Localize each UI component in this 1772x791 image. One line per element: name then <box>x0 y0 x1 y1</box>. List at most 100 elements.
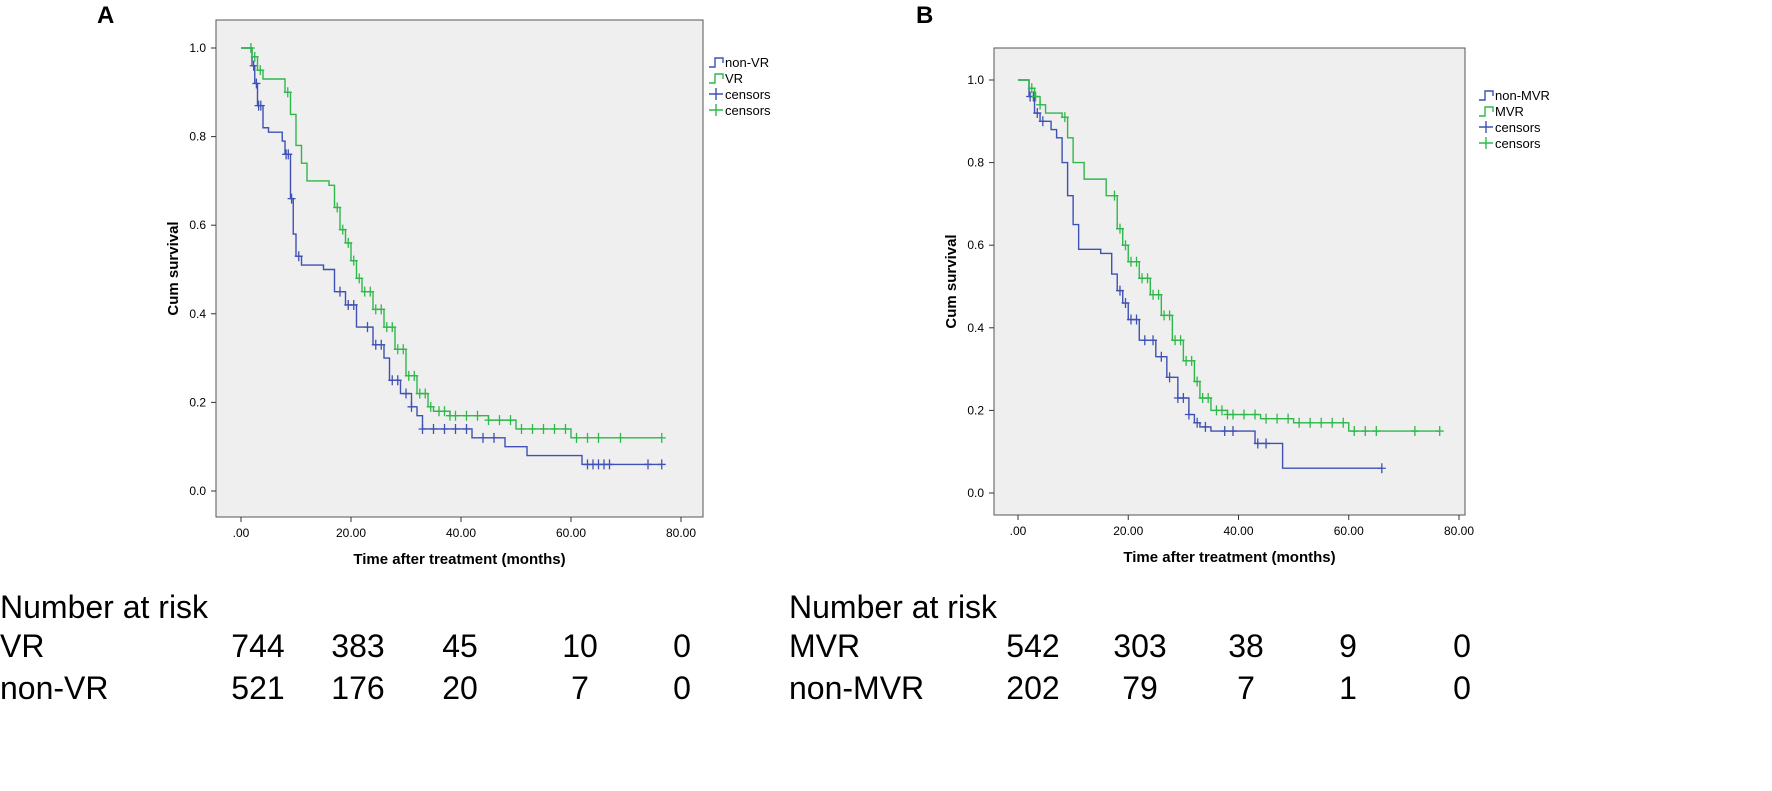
legend-censor-swatch <box>1479 121 1493 133</box>
censor-mark <box>1328 417 1337 428</box>
censor-mark <box>1140 335 1149 346</box>
censor-mark <box>283 87 292 98</box>
risk-value: 744 <box>231 628 285 664</box>
risk-value: 202 <box>1006 670 1060 706</box>
censor-group-vr <box>246 43 666 443</box>
risk-row-label: non-VR <box>0 670 109 706</box>
censor-mark <box>1038 116 1047 127</box>
censor-mark <box>246 43 255 53</box>
censor-mark <box>1033 108 1042 119</box>
y-tick-label: 0.0 <box>967 486 984 500</box>
censor-mark <box>355 273 364 284</box>
censor-mark <box>1154 289 1163 300</box>
plot-area <box>993 47 1466 516</box>
censor-mark <box>418 423 427 434</box>
censor-mark <box>1306 417 1315 428</box>
legend-line-swatch <box>1479 106 1494 117</box>
censor-mark <box>1176 335 1185 346</box>
panel-label: B <box>916 2 934 29</box>
x-tick-label: .00 <box>1010 524 1027 538</box>
censor-mark <box>644 459 652 470</box>
censor-group-mvr <box>1027 83 1444 437</box>
censor-mark <box>1204 393 1213 404</box>
censor-mark <box>349 255 358 266</box>
censor-mark <box>490 432 498 443</box>
censor-mark <box>1295 417 1304 428</box>
risk-value: 7 <box>1237 670 1255 706</box>
censor-group-non-vr <box>249 60 666 470</box>
censor-mark <box>1165 372 1174 383</box>
panel-label: A <box>97 2 115 29</box>
y-tick-label: 0.0 <box>189 484 206 498</box>
censor-mark <box>479 432 487 443</box>
censor-mark <box>252 78 261 89</box>
y-tick-label: 0.8 <box>967 156 984 170</box>
censor-mark <box>1284 413 1293 424</box>
risk-row-label: non-MVR <box>789 670 925 706</box>
plot-area <box>215 19 704 518</box>
x-tick-label: 80.00 <box>1444 524 1474 538</box>
y-tick-label: 1.0 <box>189 41 206 55</box>
legend-label: non-VR <box>725 55 769 70</box>
km-chart-b: 0.0 0.2 0.4 0.6 0.8 1.0 .00 20.00 40.00 60.00 80.0… <box>943 47 1550 566</box>
legend-label: censors <box>725 103 771 118</box>
legend-label: censors <box>725 87 771 102</box>
censor-mark <box>451 423 460 434</box>
censor-mark <box>1143 273 1152 284</box>
panel-a: A 0.0 0.2 0.4 0.6 0.8 1.0 .00 20.00 40.00 60.00 80… <box>0 0 880 791</box>
censor-mark <box>338 224 347 235</box>
censor-mark <box>1410 426 1419 437</box>
risk-value: 0 <box>1453 670 1471 706</box>
y-axis-title: Cum survival <box>943 234 960 328</box>
censor-mark <box>572 432 581 443</box>
censor-mark <box>399 344 408 355</box>
risk-row-label: VR <box>0 628 45 664</box>
x-tick-label: 20.00 <box>336 526 366 540</box>
x-tick-label: 60.00 <box>1334 524 1364 538</box>
censor-mark <box>440 423 449 434</box>
risk-value: 0 <box>673 670 691 706</box>
censor-mark <box>1273 413 1282 424</box>
censor-mark <box>344 237 353 248</box>
censor-mark <box>250 51 259 62</box>
legend-label: censors <box>1495 136 1541 151</box>
censor-mark <box>407 401 416 412</box>
y-tick-label: 0.2 <box>189 395 206 409</box>
risk-value: 0 <box>1453 628 1471 664</box>
risk-value: 20 <box>442 670 478 706</box>
risk-value: 521 <box>231 670 285 706</box>
censor-mark <box>256 100 265 111</box>
risk-table-b: Number at risk MVR non-MVR 542 303 38 9 … <box>789 585 1772 791</box>
censor-mark <box>366 286 375 297</box>
censor-mark <box>1187 355 1196 366</box>
censor-mark <box>495 415 504 426</box>
censor-mark <box>402 388 410 399</box>
censor-mark <box>1193 376 1202 387</box>
censor-mark <box>657 432 666 443</box>
legend-censor-swatch <box>709 104 723 116</box>
censor-mark <box>429 423 438 434</box>
risk-value: 10 <box>562 628 598 664</box>
censor-mark <box>1228 409 1237 420</box>
censor-mark <box>473 410 482 421</box>
censor-mark <box>616 432 625 443</box>
risk-row-label: MVR <box>789 628 861 664</box>
risk-value: 176 <box>331 670 385 706</box>
censor-mark <box>605 459 614 470</box>
risk-value: 38 <box>1228 628 1264 664</box>
legend-label: MVR <box>1495 104 1524 119</box>
x-tick-label: 80.00 <box>666 526 696 540</box>
panel-b: B 0.0 0.2 0.4 0.6 0.8 1.0 .00 20.00 40.00 60.00 80… <box>789 0 1772 791</box>
censor-mark <box>506 415 515 426</box>
censor-mark <box>462 423 471 434</box>
legend-line-swatch <box>709 57 724 68</box>
km-chart-a: 0.0 0.2 0.4 0.6 0.8 1.0 .00 20.00 40.00 60.00 80.0… <box>165 19 771 568</box>
censor-mark <box>1435 426 1444 437</box>
x-tick-label: 20.00 <box>1113 524 1143 538</box>
y-tick-label: 0.8 <box>189 130 206 144</box>
censor-mark <box>1121 240 1130 251</box>
censor-mark <box>1339 417 1348 428</box>
censor-mark <box>388 322 397 333</box>
risk-table-title: Number at risk <box>0 589 209 625</box>
risk-value: 0 <box>673 628 691 664</box>
